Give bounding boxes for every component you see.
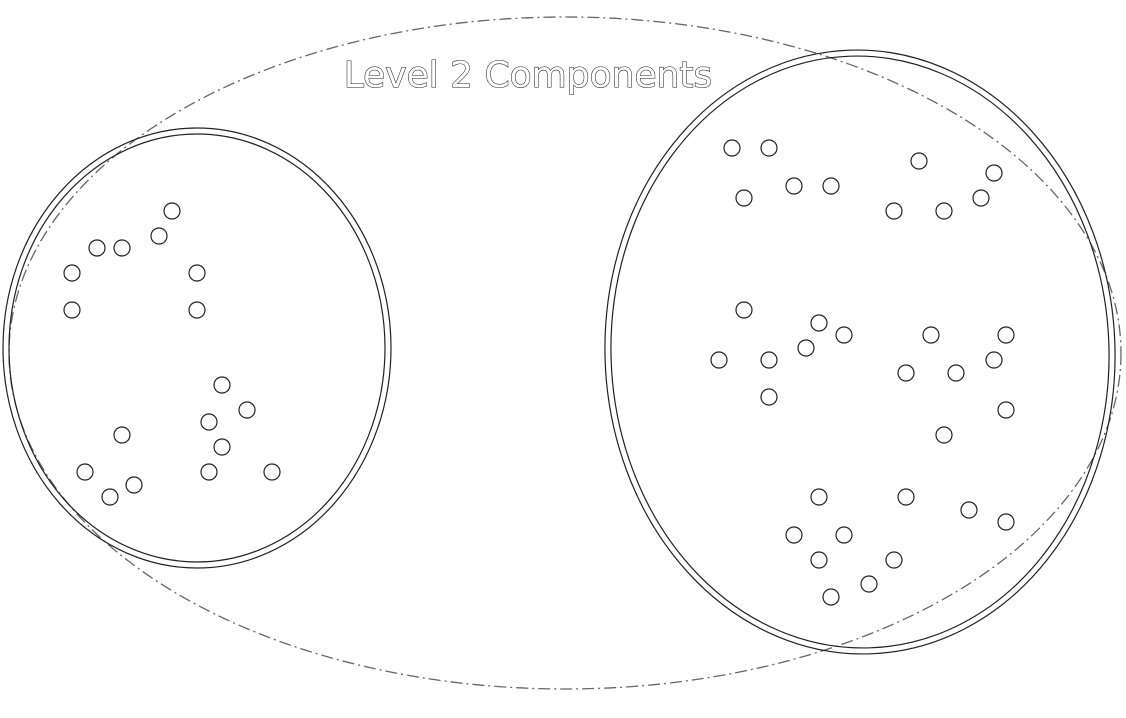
left-node-6 (188, 264, 206, 282)
right-node-16 (760, 351, 778, 369)
right-node-15 (710, 351, 728, 369)
right-node-12 (810, 314, 828, 332)
left-node-4 (113, 239, 131, 257)
right-node-14 (797, 339, 815, 357)
left-node-18 (101, 488, 119, 506)
diagram-title: Level 2 Components (344, 55, 713, 96)
left-component (2, 127, 392, 569)
right-node-32 (885, 551, 903, 569)
right-node-6 (910, 152, 928, 170)
left-component-boundary (2, 127, 392, 569)
right-node-24 (935, 426, 953, 444)
right-component-boundary (604, 49, 1116, 655)
right-node-25 (810, 488, 828, 506)
left-node-9 (213, 376, 231, 394)
right-node-19 (997, 326, 1015, 344)
left-node-17 (125, 476, 143, 494)
left-component-nodes (63, 202, 281, 506)
right-node-10 (972, 189, 990, 207)
right-node-18 (922, 326, 940, 344)
left-node-16 (76, 463, 94, 481)
right-node-30 (835, 526, 853, 544)
right-node-33 (860, 575, 878, 593)
right-node-23 (997, 401, 1015, 419)
right-node-28 (997, 513, 1015, 531)
left-node-5 (63, 264, 81, 282)
right-node-21 (897, 364, 915, 382)
right-node-20 (985, 351, 1003, 369)
left-node-3 (88, 239, 106, 257)
right-node-26 (897, 488, 915, 506)
right-node-34 (822, 588, 840, 606)
right-node-8 (885, 202, 903, 220)
left-node-13 (113, 426, 131, 444)
right-node-11 (735, 301, 753, 319)
right-component-nodes (710, 139, 1015, 606)
level-2-boundary (8, 16, 1122, 690)
left-node-15 (263, 463, 281, 481)
left-node-12 (213, 438, 231, 456)
right-node-13 (835, 326, 853, 344)
right-node-22 (947, 364, 965, 382)
right-node-1 (723, 139, 741, 157)
right-node-4 (785, 177, 803, 195)
right-node-31 (810, 551, 828, 569)
left-node-11 (200, 413, 218, 431)
right-node-9 (935, 202, 953, 220)
left-node-10 (238, 401, 256, 419)
left-node-1 (163, 202, 181, 220)
right-node-17 (760, 388, 778, 406)
right-node-3 (735, 189, 753, 207)
left-node-14 (200, 463, 218, 481)
right-node-7 (985, 164, 1003, 182)
right-node-29 (785, 526, 803, 544)
left-node-2 (150, 227, 168, 245)
right-node-27 (960, 501, 978, 519)
left-node-8 (188, 301, 206, 319)
right-component (604, 49, 1116, 655)
right-node-2 (760, 139, 778, 157)
left-node-7 (63, 301, 81, 319)
right-node-5 (822, 177, 840, 195)
